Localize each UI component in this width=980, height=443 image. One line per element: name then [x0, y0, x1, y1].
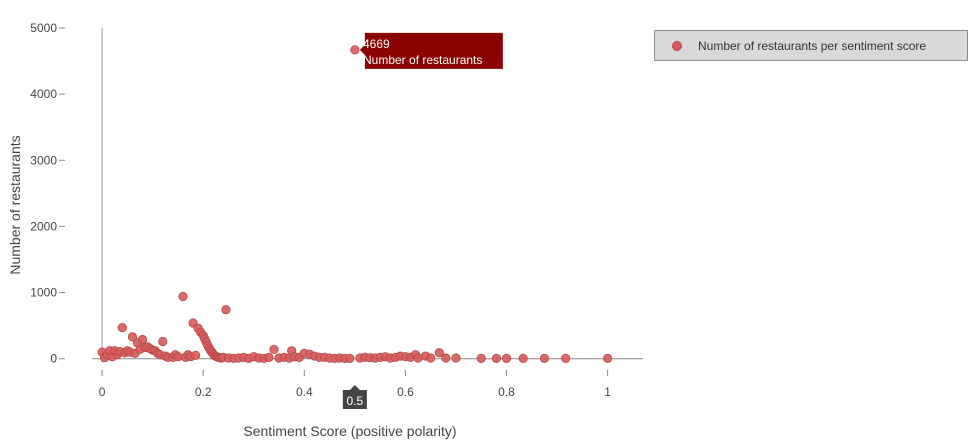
hover-y-value: 4669	[363, 37, 390, 51]
x-tick-label: 0.6	[397, 385, 414, 399]
y-tick-label: 5000	[30, 21, 57, 35]
y-tick-label: 3000	[30, 153, 57, 167]
data-point[interactable]	[221, 305, 231, 315]
data-point[interactable]	[345, 353, 355, 363]
data-point[interactable]	[561, 353, 571, 363]
hover-series-name: Number of restaurants	[363, 53, 482, 67]
y-tick-label: 1000	[30, 286, 57, 300]
axes	[92, 28, 643, 362]
x-tick-label: 0	[99, 385, 106, 399]
data-point[interactable]	[491, 353, 502, 363]
data-point[interactable]	[269, 344, 279, 355]
y-tick-label: 0	[50, 352, 57, 366]
x-tick-label: 1	[604, 385, 611, 399]
legend-label: Number of restaurants per sentiment scor…	[698, 38, 927, 53]
x-tick-label: 0.4	[296, 385, 313, 399]
legend[interactable]: Number of restaurants per sentiment scor…	[654, 30, 968, 61]
x-ticks: 0 0.2 0.4 0.6 0.8 1	[99, 370, 611, 399]
data-point[interactable]	[539, 353, 550, 363]
data-point[interactable]	[501, 353, 512, 363]
hover-x-label-box	[342, 385, 367, 409]
y-ticks: 0 1000 2000 3000 4000 5000	[30, 21, 65, 366]
x-tick-label: 0.8	[498, 385, 515, 399]
legend-marker-icon	[672, 40, 682, 51]
data-point[interactable]	[413, 353, 423, 363]
x-axis-title: Sentiment Score (positive polarity)	[243, 423, 456, 439]
data-point[interactable]	[191, 350, 201, 360]
data-point[interactable]	[441, 353, 451, 363]
data-point[interactable]	[350, 45, 360, 55]
hover-x-value: 0.5	[347, 394, 364, 408]
y-tick-label: 2000	[30, 219, 57, 233]
data-point[interactable]	[173, 352, 183, 362]
y-axis-title: Number of restaurants	[7, 135, 23, 274]
data-point[interactable]	[127, 332, 138, 342]
data-points[interactable]	[97, 45, 613, 363]
data-point[interactable]	[158, 336, 168, 347]
data-point[interactable]	[178, 291, 188, 302]
data-point[interactable]	[426, 353, 436, 363]
data-point[interactable]	[264, 352, 274, 362]
data-point[interactable]	[476, 353, 486, 363]
data-point[interactable]	[518, 353, 528, 363]
data-point[interactable]	[434, 348, 444, 358]
data-point[interactable]	[603, 353, 613, 363]
hover-label-box	[359, 32, 503, 69]
data-point[interactable]	[137, 334, 148, 345]
x-tick-label: 0.2	[195, 385, 212, 399]
hover-tooltip: 4669 Number of restaurants 0.5	[342, 32, 503, 409]
y-tick-label: 4000	[30, 87, 57, 101]
data-point[interactable]	[117, 323, 127, 333]
data-point[interactable]	[451, 353, 461, 363]
